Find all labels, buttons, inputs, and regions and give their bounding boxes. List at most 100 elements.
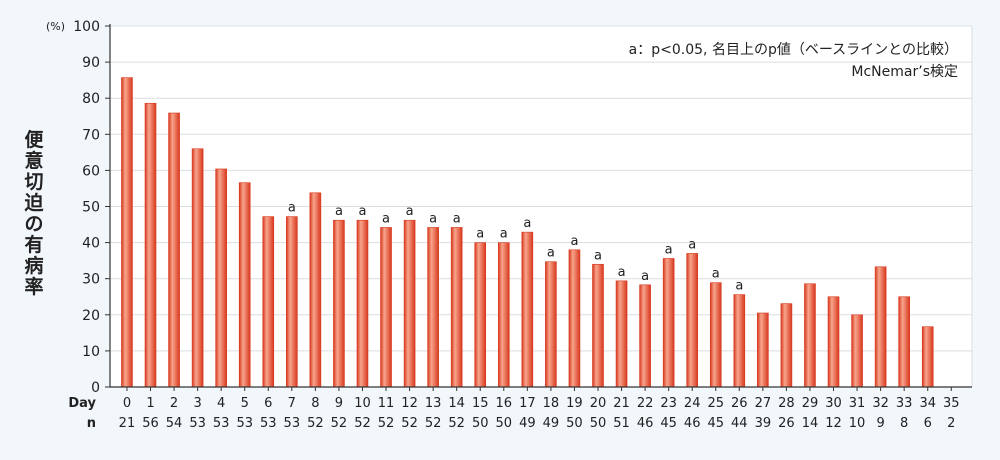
significance-marker: a (500, 227, 508, 242)
bar (309, 192, 322, 388)
bar (545, 261, 557, 388)
bar (380, 227, 392, 388)
n-value-label: 44 (731, 416, 748, 431)
n-value-label: 56 (142, 416, 159, 431)
significance-marker: a (453, 211, 461, 226)
n-value-label: 52 (307, 416, 324, 431)
bar (592, 263, 604, 388)
x-tick-label: 20 (590, 396, 607, 411)
significance-marker: a (335, 204, 343, 219)
annotation-line: a：p<0.05, 名目上のp値（ベースラインとの比較） (629, 42, 958, 58)
n-value-label: 53 (284, 416, 301, 431)
x-tick-label: 34 (919, 396, 936, 411)
n-value-label: 53 (213, 416, 230, 431)
x-tick-label: 22 (637, 396, 654, 411)
n-value-label: 49 (519, 416, 536, 431)
x-tick-label: 1 (146, 396, 154, 411)
y-axis-title: 便意切迫の有病率 (20, 130, 48, 298)
significance-marker: a (618, 265, 626, 280)
bar (686, 253, 699, 388)
x-tick-label: 4 (217, 396, 225, 411)
n-value-label: 8 (900, 416, 908, 431)
n-value-label: 52 (331, 416, 348, 431)
y-axis-title-char: 意 (24, 150, 44, 172)
n-value-label: 49 (543, 416, 560, 431)
significance-marker: a (735, 279, 743, 294)
significance-marker: a (358, 204, 366, 219)
bar (733, 294, 746, 388)
significance-marker: a (665, 242, 673, 257)
bar (521, 231, 534, 388)
bar (709, 282, 722, 388)
x-tick-label: 0 (123, 396, 131, 411)
annotation-line: McNemar’s検定 (851, 64, 958, 80)
x-tick-label: 7 (288, 396, 296, 411)
n-value-label: 50 (496, 416, 513, 431)
y-tick-label: 80 (82, 91, 100, 107)
x-tick-label: 5 (241, 396, 249, 411)
x-tick-label: 35 (943, 396, 960, 411)
x-tick-label: 24 (684, 396, 701, 411)
x-tick-label: 30 (825, 396, 842, 411)
y-axis-title-char: の (24, 213, 44, 235)
bar (780, 303, 793, 388)
n-value-label: 46 (684, 416, 701, 431)
x-tick-label: 26 (731, 396, 748, 411)
significance-marker: a (570, 234, 578, 249)
significance-marker: a (688, 237, 696, 252)
n-value-label: 10 (849, 416, 866, 431)
y-axis-title-char: 便 (24, 129, 44, 151)
bar (403, 219, 416, 388)
n-value-label: 6 (924, 416, 932, 431)
n-value-label: 53 (189, 416, 206, 431)
x-tick-label: 33 (896, 396, 913, 411)
x-tick-label: 17 (519, 396, 536, 411)
y-tick-label: 30 (82, 272, 100, 288)
y-tick-label: 40 (82, 236, 100, 252)
x-tick-label: 28 (778, 396, 795, 411)
x-tick-label: 19 (566, 396, 583, 411)
x-tick-label: 15 (472, 396, 489, 411)
y-tick-label: 0 (91, 380, 100, 396)
y-axis-title-char: 病 (24, 255, 44, 277)
x-tick-label: 27 (755, 396, 772, 411)
n-value-label: 52 (378, 416, 395, 431)
y-unit-label: (%) (46, 20, 65, 33)
y-tick-label: 70 (82, 127, 100, 143)
bar (191, 148, 204, 388)
bar (262, 216, 275, 388)
n-value-label: 50 (590, 416, 607, 431)
y-axis-title-char: 迫 (24, 192, 44, 214)
y-tick-label: 50 (82, 200, 100, 216)
n-value-label: 54 (166, 416, 183, 431)
n-value-label: 45 (660, 416, 677, 431)
n-value-label: 50 (472, 416, 489, 431)
bar (827, 296, 840, 388)
n-value-label: 51 (613, 416, 630, 431)
bar (639, 284, 651, 388)
x-tick-label: 6 (264, 396, 272, 411)
n-value-label: 46 (637, 416, 654, 431)
x-tick-label: 16 (496, 396, 513, 411)
x-tick-label: 12 (401, 396, 418, 411)
bar (662, 258, 675, 388)
bar (450, 227, 463, 388)
y-axis-title-char: 有 (24, 234, 44, 256)
bar (898, 296, 910, 388)
y-tick-label: 20 (82, 308, 100, 324)
bar (757, 312, 769, 388)
bar (215, 168, 227, 388)
x-tick-label: 8 (311, 396, 319, 411)
x-tick-label: 29 (802, 396, 819, 411)
n-value-label: 45 (707, 416, 724, 431)
x-tick-label: 25 (707, 396, 724, 411)
y-tick-label: 10 (82, 344, 100, 360)
significance-marker: a (406, 204, 414, 219)
n-value-label: 50 (566, 416, 583, 431)
significance-marker: a (429, 211, 437, 226)
x-tick-label: 2 (170, 396, 178, 411)
bar (921, 326, 934, 388)
n-value-label: 21 (119, 416, 136, 431)
bars (121, 77, 934, 388)
significance-marker: a (476, 227, 484, 242)
